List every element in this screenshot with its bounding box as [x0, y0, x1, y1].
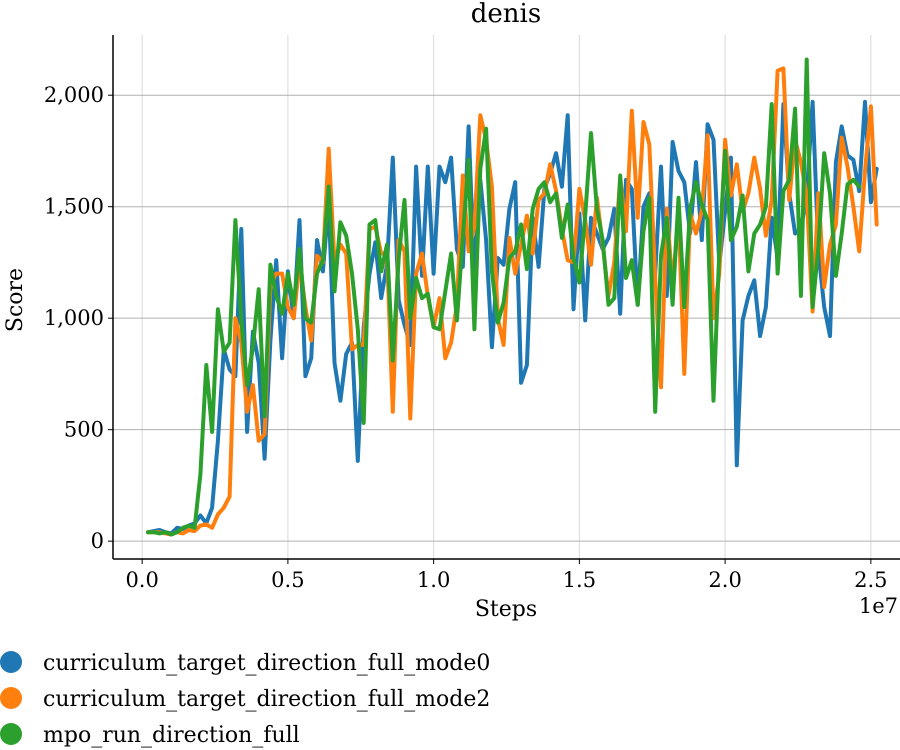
y-tick-label: 1,500	[44, 195, 104, 219]
y-tick-label: 0	[91, 529, 104, 553]
y-tick-label: 500	[64, 418, 104, 442]
x-tick-label: 1.0	[417, 568, 450, 592]
axes	[112, 35, 900, 560]
x-axis-multiplier: 1e7	[859, 594, 898, 618]
x-tick-label: 2.0	[708, 568, 741, 592]
tick-labels: 0.0 0.5 1.0 1.5 2.0 2.5 0 500 1,000 1,500 2,000	[44, 83, 888, 592]
x-tick-label: 0.5	[271, 568, 304, 592]
chart-title: denis	[471, 0, 541, 29]
x-axis-title: Steps	[475, 597, 537, 622]
x-tick-label: 2.5	[854, 568, 887, 592]
legend-label: curriculum_target_direction_full_mode0	[43, 651, 490, 676]
legend-label: curriculum_target_direction_full_mode2	[43, 687, 490, 712]
series-line-mpo_run_direction_full	[146, 57, 862, 537]
series-lines	[146, 57, 879, 537]
legend-marker	[0, 651, 22, 673]
y-axis-title: Score	[3, 268, 28, 332]
y-tick-label: 2,000	[44, 83, 104, 107]
x-tick-label: 0.0	[125, 568, 158, 592]
x-tick-label: 1.5	[563, 568, 596, 592]
legend-marker	[0, 687, 22, 709]
legend: curriculum_target_direction_full_mode0cu…	[0, 651, 490, 748]
legend-label: mpo_run_direction_full	[43, 723, 300, 748]
legend-marker	[0, 723, 22, 745]
y-tick-label: 1,000	[44, 306, 104, 330]
